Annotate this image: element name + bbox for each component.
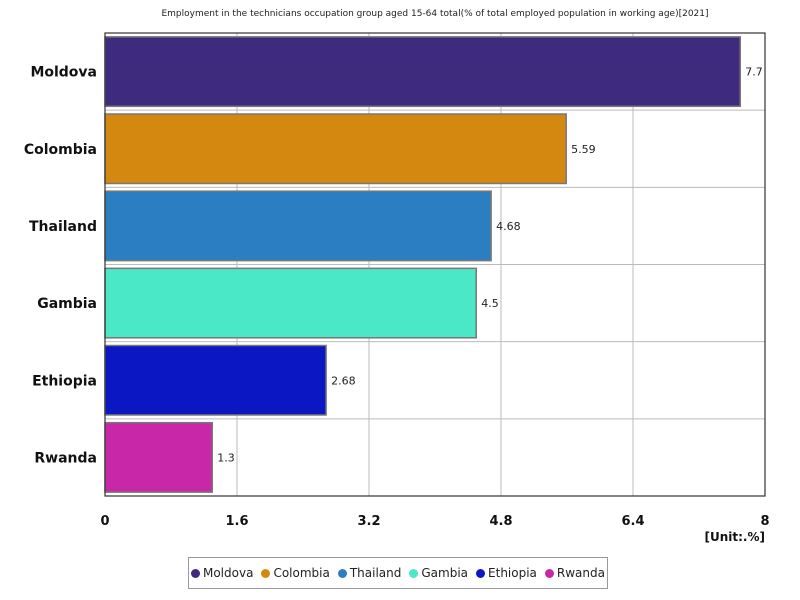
legend-label-gambia: Gambia: [421, 566, 469, 580]
category-label-gambia: Gambia: [37, 296, 97, 312]
value-label-moldova: 7.7: [745, 66, 763, 79]
legend-item-rwanda: Rwanda: [544, 566, 605, 580]
category-label-rwanda: Rwanda: [34, 450, 97, 466]
value-label-rwanda: 1.3: [217, 451, 235, 464]
legend-item-colombia: Colombia: [261, 566, 330, 580]
legend: Moldova Colombia Thailand Gambia Ethiopia Rwa…: [188, 557, 608, 589]
x-tick-labels: 0 1.6 3.2 4.8 6.4 8: [100, 514, 769, 529]
legend-label-colombia: Colombia: [273, 566, 330, 580]
x-tick-label-5: 8: [760, 514, 769, 529]
legend-item-ethiopia: Ethiopia: [476, 566, 537, 580]
x-tick-label-4: 6.4: [621, 514, 644, 529]
legend-item-thailand: Thailand: [337, 566, 402, 580]
bar-colombia: [104, 113, 567, 185]
legend-dot-ethiopia: [476, 568, 486, 578]
legend-label-rwanda: Rwanda: [556, 566, 605, 580]
legend-dot-thailand: [337, 568, 347, 578]
bar-rwanda: [104, 421, 213, 493]
value-label-thailand: 4.68: [496, 220, 520, 233]
value-label-colombia: 5.59: [571, 143, 596, 156]
category-label-colombia: Colombia: [24, 142, 97, 158]
x-tick-label-3: 4.8: [489, 514, 512, 529]
x-tick-label-2: 3.2: [357, 514, 380, 529]
bar-ethiopia: [104, 344, 327, 416]
bars: 7.7 5.59 4.68 4.5 2.68 1.3: [104, 36, 763, 493]
bar-moldova: [104, 36, 741, 108]
legend-dot-colombia: [261, 568, 271, 578]
legend-label-ethiopia: Ethiopia: [488, 566, 537, 580]
legend-item-gambia: Gambia: [409, 566, 468, 580]
unit-label: [Unit:.%]: [705, 530, 766, 544]
x-tick-label-1: 1.6: [225, 514, 248, 529]
value-label-ethiopia: 2.68: [331, 374, 356, 387]
category-label-moldova: Moldova: [30, 65, 97, 81]
plot-frame: [104, 32, 766, 497]
category-label-ethiopia: Ethiopia: [32, 373, 97, 389]
bar-thailand: [104, 190, 492, 262]
legend-dot-moldova: [190, 568, 200, 578]
chart-title: Employment in the technicians occupation…: [161, 9, 708, 19]
x-tick-label-0: 0: [100, 514, 109, 529]
value-label-gambia: 4.5: [481, 297, 499, 310]
legend-item-moldova: Moldova: [190, 566, 254, 580]
bar-gambia: [104, 267, 477, 339]
legend-dot-rwanda: [544, 568, 554, 578]
legend-label-moldova: Moldova: [202, 566, 254, 580]
legend-dot-gambia: [409, 568, 419, 578]
category-label-thailand: Thailand: [29, 219, 97, 235]
category-labels: Moldova Colombia Thailand Gambia Ethiopia Rwa…: [24, 65, 97, 467]
legend-label-thailand: Thailand: [349, 566, 402, 580]
